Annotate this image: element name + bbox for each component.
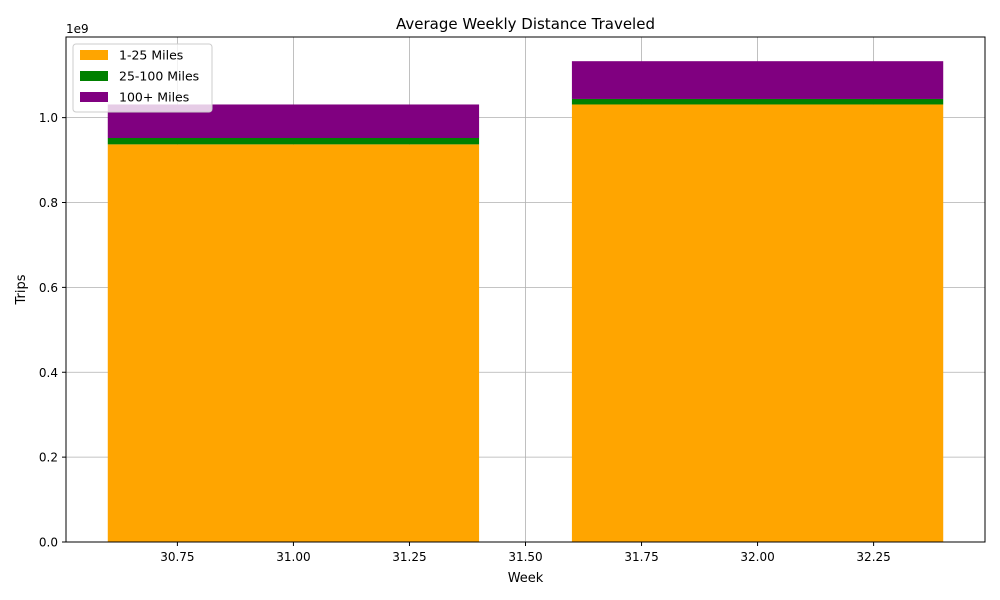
y-tick-label: 0.4 — [39, 366, 58, 380]
x-tick-label: 31.25 — [392, 550, 426, 564]
x-axis-label: Week — [508, 571, 544, 586]
legend: 1-25 Miles 25-100 Miles 100+ Miles — [72, 43, 213, 113]
bar-1-25-miles — [107, 144, 480, 542]
y-tick-label: 0.6 — [39, 281, 58, 295]
y-axis-label: Trips — [14, 274, 29, 305]
legend-label: 100+ Miles — [119, 90, 189, 105]
chart-title: Average Weekly Distance Traveled — [396, 15, 655, 33]
legend-swatch-100-miles — [80, 92, 108, 102]
x-tick-label: 31.00 — [276, 550, 310, 564]
legend-label: 25-100 Miles — [119, 69, 199, 84]
legend-swatch-25-100-miles — [80, 71, 108, 81]
y-tick-label: 0.8 — [39, 196, 58, 210]
legend-swatch-1-25-miles — [80, 50, 108, 60]
y-axis-ticks: 0.0 0.2 0.4 0.6 0.8 1.0 — [39, 111, 66, 550]
x-axis-ticks: 30.75 31.00 31.25 31.50 31.75 32.00 32.25 — [160, 542, 891, 564]
legend-label: 1-25 Miles — [119, 48, 183, 63]
bar-1-25-miles — [571, 104, 944, 542]
bar-25-100-miles — [571, 98, 944, 105]
y-tick-label: 1.0 — [39, 111, 58, 125]
bars — [107, 61, 944, 542]
bar-25-100-miles — [107, 138, 480, 145]
bar-100-miles — [571, 61, 944, 99]
y-tick-label: 0.0 — [39, 536, 58, 550]
x-tick-label: 30.75 — [160, 550, 194, 564]
x-tick-label: 31.75 — [624, 550, 658, 564]
y-axis-offset-label: 1e9 — [66, 22, 89, 36]
y-tick-label: 0.2 — [39, 451, 58, 465]
x-tick-label: 32.00 — [740, 550, 774, 564]
x-tick-label: 32.25 — [856, 550, 890, 564]
x-tick-label: 31.50 — [508, 550, 542, 564]
